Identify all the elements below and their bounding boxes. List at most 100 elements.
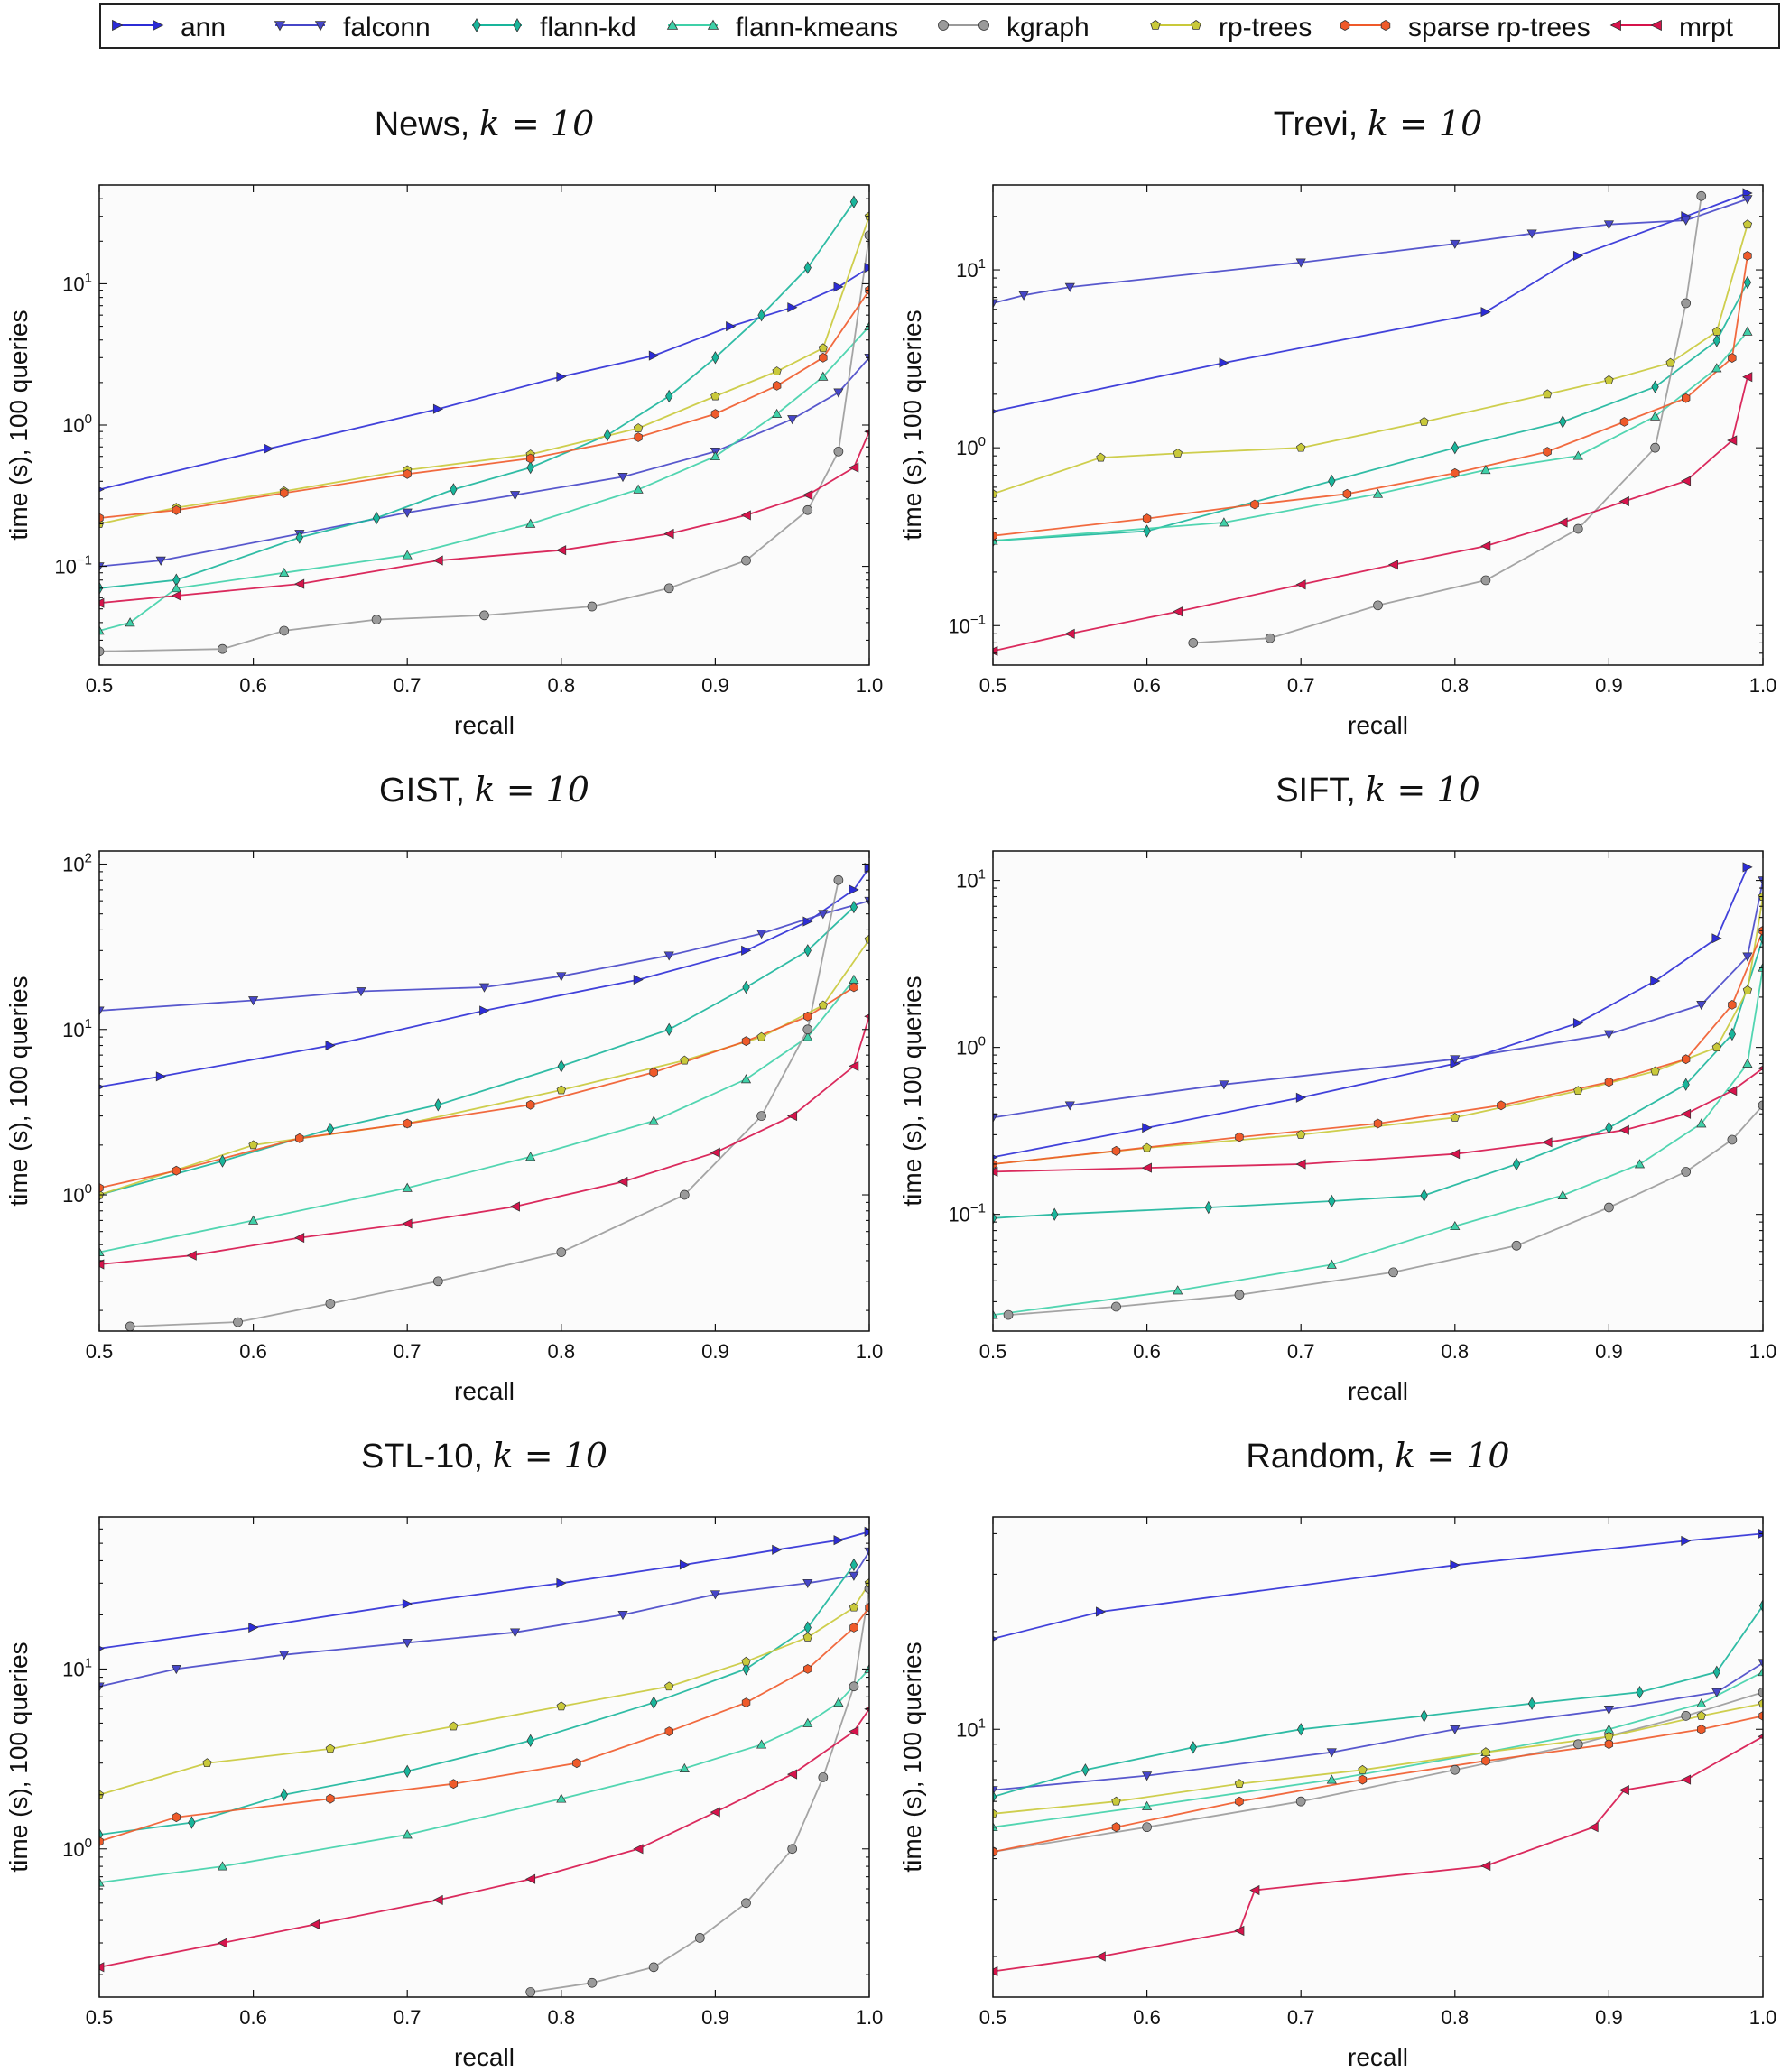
x-tick-label: 0.7 bbox=[394, 674, 422, 697]
data-point-mrpt bbox=[1618, 495, 1629, 507]
data-point-falconn bbox=[1711, 1688, 1722, 1697]
data-point-sparse-rp-trees bbox=[1697, 1724, 1706, 1734]
data-point-flann-kd bbox=[1559, 415, 1567, 429]
data-point-flann-kmeans bbox=[772, 408, 783, 418]
data-point-flann-kmeans bbox=[525, 1152, 536, 1161]
y-tick-base: 10 bbox=[62, 1184, 84, 1207]
chart-title-text: Trevi, bbox=[1274, 106, 1368, 143]
data-point-ann bbox=[849, 884, 859, 895]
data-point-rp-trees bbox=[772, 366, 782, 375]
data-point-flann-kd bbox=[1143, 524, 1151, 538]
chart-title-text: News, bbox=[375, 106, 479, 143]
legend-marker-falconn bbox=[274, 21, 286, 32]
data-point-falconn bbox=[402, 1638, 413, 1649]
data-point-flann-kmeans bbox=[633, 484, 644, 494]
data-point-kgraph bbox=[849, 1681, 859, 1692]
data-point-flann-kd bbox=[1296, 1723, 1305, 1736]
data-point-flann-kd bbox=[1051, 1207, 1059, 1221]
data-point-flann-kd bbox=[1712, 1665, 1721, 1679]
series-group bbox=[99, 195, 869, 657]
data-point-ann bbox=[993, 1154, 998, 1161]
data-point-flann-kmeans bbox=[525, 518, 536, 528]
chart-random: Random, k = 10 0.5 0.6 0.7 0.8 0.9 1.0 101 recal… bbox=[894, 1404, 1787, 2071]
data-point-kgraph bbox=[556, 1247, 567, 1257]
data-point-falconn bbox=[1326, 1748, 1337, 1758]
series-line-sparse-rp-trees bbox=[99, 1606, 869, 1843]
data-point-falconn bbox=[818, 910, 829, 920]
chart-title: Trevi, k = 10 bbox=[1274, 104, 1483, 143]
x-tick-label: 0.5 bbox=[979, 1340, 1007, 1363]
data-point-flann-kd bbox=[1651, 380, 1659, 393]
x-tick-label: 0.7 bbox=[1287, 674, 1315, 697]
data-point-flann-kd bbox=[1743, 275, 1752, 290]
data-point-mrpt bbox=[849, 1060, 859, 1071]
data-point-mrpt bbox=[1172, 606, 1183, 617]
series-line-mrpt bbox=[99, 430, 869, 605]
data-point-mrpt bbox=[1618, 1124, 1629, 1135]
x-tick-label: 0.7 bbox=[1287, 2006, 1315, 2029]
data-point-flann-kd bbox=[1605, 1121, 1613, 1134]
data-point-falconn bbox=[1603, 220, 1614, 230]
data-point-flann-kmeans bbox=[802, 1031, 813, 1041]
data-point-sparse-rp-trees bbox=[1682, 393, 1691, 403]
series-line-flann-kmeans bbox=[99, 979, 855, 1253]
data-point-sparse-rp-trees bbox=[525, 1099, 535, 1110]
data-point-kgraph bbox=[679, 1189, 690, 1200]
x-axis-label: recall bbox=[1348, 711, 1408, 739]
series-line-ann bbox=[99, 1531, 869, 1650]
data-point-flann-kmeans bbox=[1711, 363, 1722, 373]
data-point-sparse-rp-trees bbox=[99, 1836, 104, 1846]
data-point-flann-kmeans bbox=[99, 625, 105, 635]
series-line-mrpt bbox=[99, 1016, 869, 1265]
data-point-flann-kd bbox=[849, 900, 858, 914]
x-tick-label: 0.8 bbox=[548, 674, 576, 697]
data-point-sparse-rp-trees bbox=[525, 453, 535, 464]
data-point-flann-kmeans bbox=[1557, 1189, 1568, 1199]
data-point-flann-kmeans bbox=[648, 1115, 659, 1125]
data-point-flann-kd bbox=[1712, 334, 1721, 347]
y-tick-exponent: 0 bbox=[978, 434, 986, 449]
legend-label: rp-trees bbox=[1219, 13, 1312, 42]
y-tick-base: 10 bbox=[956, 1037, 978, 1059]
data-point-falconn bbox=[617, 1611, 628, 1621]
x-tick-label: 1.0 bbox=[856, 1340, 884, 1363]
chart-stl10: STL-10, k = 10 0.5 0.6 0.7 0.8 0.9 1.0 100 101 re… bbox=[0, 1404, 894, 2071]
chart-title-text: SIFT, bbox=[1275, 772, 1365, 809]
data-point-mrpt bbox=[710, 1147, 720, 1158]
legend-marker-sparse-rp-trees bbox=[1380, 20, 1391, 31]
data-point-sparse-rp-trees bbox=[993, 1846, 997, 1857]
x-tick-label: 0.8 bbox=[548, 1340, 576, 1363]
y-tick-label: 101 bbox=[956, 867, 986, 893]
data-point-flann-kmeans bbox=[1696, 1697, 1707, 1708]
data-point-flann-kmeans bbox=[402, 550, 413, 560]
y-tick-base: 10 bbox=[62, 1838, 84, 1861]
x-tick-label: 1.0 bbox=[856, 2006, 884, 2029]
x-tick-label: 1.0 bbox=[1749, 2006, 1777, 2029]
data-point-rp-trees bbox=[633, 423, 644, 432]
data-point-ann bbox=[99, 486, 105, 493]
data-point-mrpt bbox=[740, 510, 751, 521]
data-point-flann-kd bbox=[1328, 474, 1336, 488]
data-point-flann-kd bbox=[803, 261, 812, 274]
data-point-ann bbox=[1711, 933, 1722, 944]
x-tick-label: 0.6 bbox=[239, 2006, 267, 2029]
data-point-rp-trees bbox=[1573, 1086, 1583, 1096]
legend-marker-rp-trees bbox=[1191, 20, 1201, 30]
data-point-ann bbox=[1650, 976, 1661, 986]
data-point-falconn bbox=[1295, 258, 1306, 268]
data-point-kgraph bbox=[1758, 1100, 1763, 1111]
legend-label: flann-kd bbox=[540, 13, 636, 42]
legend-marker-mrpt bbox=[1650, 19, 1662, 32]
x-axis-label: recall bbox=[454, 2043, 515, 2071]
data-point-kgraph bbox=[802, 504, 813, 515]
data-point-mrpt bbox=[310, 1919, 320, 1930]
data-point-mrpt bbox=[556, 545, 567, 556]
data-point-sparse-rp-trees bbox=[634, 432, 643, 442]
legend-label: sparse rp-trees bbox=[1408, 13, 1591, 42]
data-point-sparse-rp-trees bbox=[865, 1602, 869, 1613]
plot-area bbox=[993, 1517, 1763, 1997]
data-point-ann bbox=[248, 1622, 259, 1633]
data-point-rp-trees bbox=[1542, 389, 1553, 399]
data-point-flann-kmeans bbox=[125, 617, 135, 627]
data-point-falconn bbox=[1064, 1101, 1075, 1111]
